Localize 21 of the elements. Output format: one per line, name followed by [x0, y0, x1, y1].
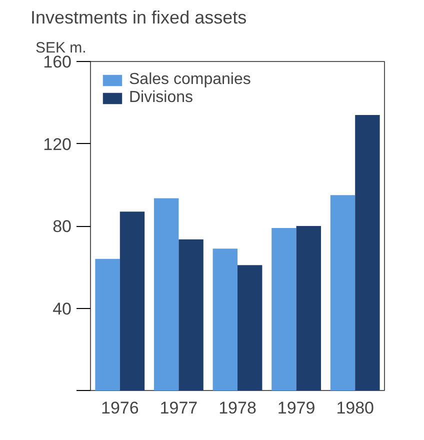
bar: [272, 228, 296, 390]
bar: [238, 265, 262, 390]
bar: [154, 198, 179, 390]
bar: [355, 114, 380, 390]
bar: [178, 239, 204, 390]
x-tick-label: 1976: [100, 398, 139, 418]
y-tick-label: 80: [52, 217, 72, 236]
x-tick-label: 1979: [277, 398, 316, 418]
y-tick-label: 120: [43, 134, 72, 154]
bar: [95, 258, 120, 390]
bar: [330, 195, 356, 390]
chart-title: Investments in fixed assets: [30, 8, 247, 28]
x-tick-label: 1977: [160, 398, 198, 418]
bar: [296, 226, 321, 390]
bar: [212, 248, 238, 390]
legend-label: Sales companies: [129, 71, 251, 89]
bar: [120, 212, 145, 390]
y-tick-label: 40: [52, 299, 72, 318]
legend-label: Divisions: [129, 89, 194, 107]
x-tick-label: 1980: [336, 398, 374, 418]
x-tick-label: 1978: [218, 398, 256, 418]
